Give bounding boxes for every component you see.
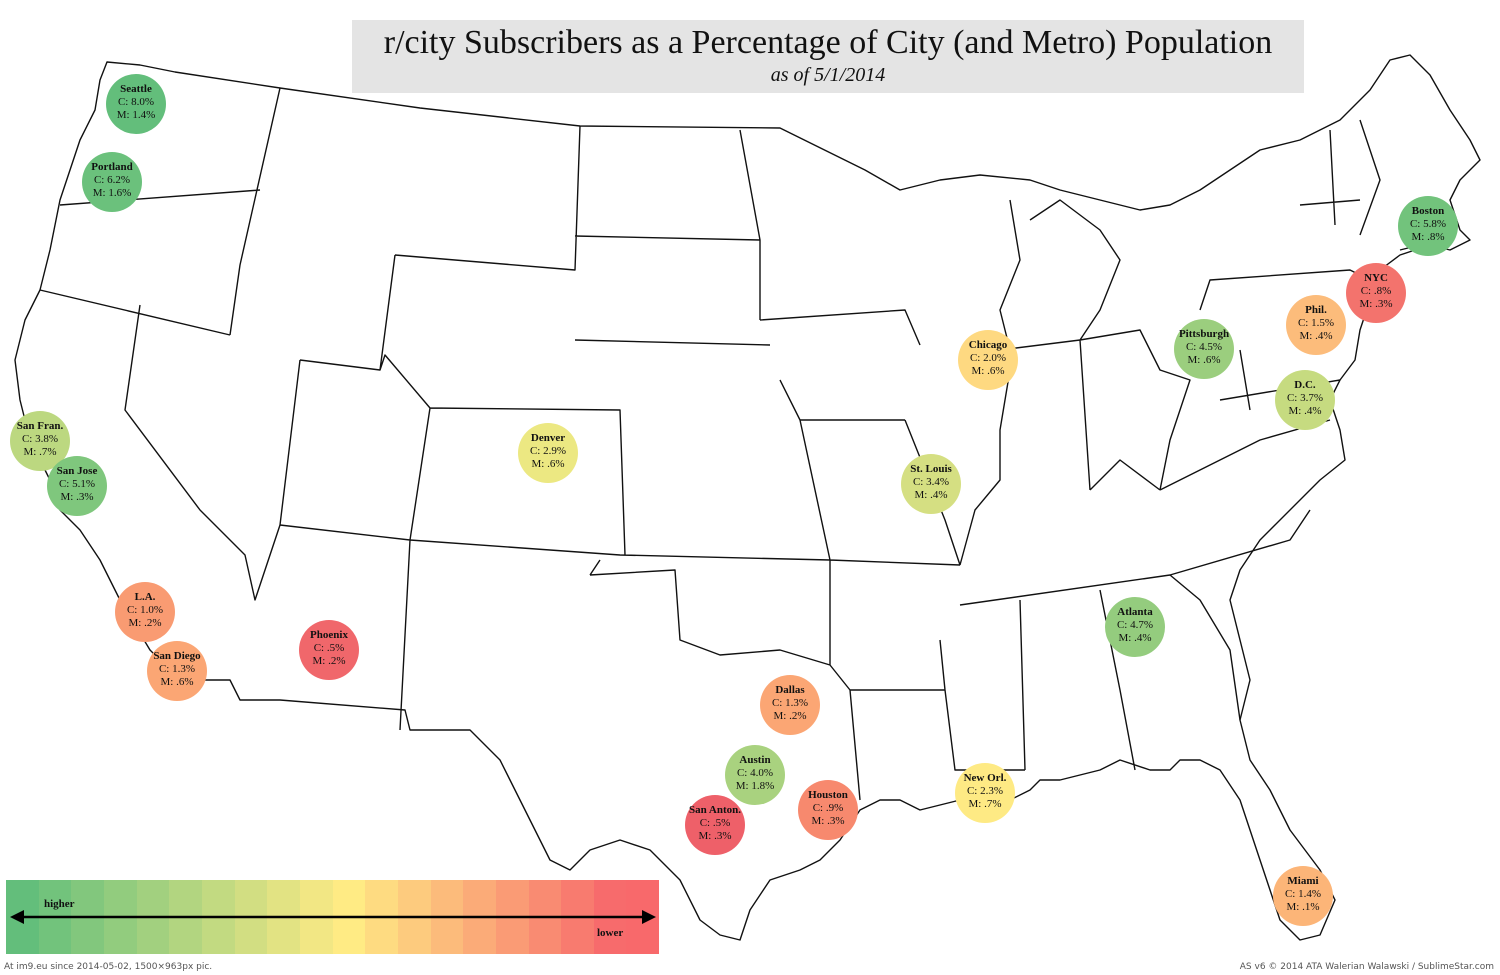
city-pct: C: 4.5% bbox=[1185, 341, 1223, 353]
metro-pct: M: .4% bbox=[914, 489, 948, 501]
city-name: Houston bbox=[808, 789, 848, 801]
city-name: Denver bbox=[530, 432, 566, 444]
city-marker-dallas: Dallas C: 1.3% M: .2% bbox=[760, 675, 820, 735]
metro-pct: M: 1.6% bbox=[92, 187, 132, 199]
city-pct: C: 3.7% bbox=[1286, 392, 1324, 404]
state-borders bbox=[39, 87, 1441, 801]
legend-higher-label: higher bbox=[44, 898, 75, 910]
map-title: r/city Subscribers as a Percentage of Ci… bbox=[383, 24, 1273, 61]
city-marker-phil: Phil. C: 1.5% M: .4% bbox=[1286, 295, 1346, 355]
city-marker-san-jose: San Jose C: 5.1% M: .3% bbox=[47, 456, 107, 516]
metro-pct: M: .4% bbox=[1299, 330, 1333, 342]
city-name: NYC bbox=[1364, 272, 1388, 284]
city-marker-nyc: NYC C: .8% M: .3% bbox=[1346, 263, 1406, 323]
city-pct: C: 2.3% bbox=[966, 785, 1004, 797]
city-marker-san-antonio: San Anton. C: .5% M: .3% bbox=[685, 795, 745, 855]
city-pct: C: 1.0% bbox=[126, 604, 164, 616]
city-name: San Jose bbox=[56, 465, 98, 477]
city-pct: C: 1.5% bbox=[1297, 317, 1335, 329]
city-marker-la: L.A. C: 1.0% M: .2% bbox=[115, 582, 175, 642]
metro-pct: M: .3% bbox=[1359, 298, 1393, 310]
city-name: Dallas bbox=[775, 684, 805, 696]
metro-pct: M: 1.4% bbox=[116, 109, 156, 121]
legend-arrow bbox=[10, 910, 656, 924]
city-marker-chicago: Chicago C: 2.0% M: .6% bbox=[958, 330, 1018, 390]
legend-lower-label: lower bbox=[597, 927, 624, 939]
city-name: Austin bbox=[739, 754, 771, 766]
city-marker-dc: D.C. C: 3.7% M: .4% bbox=[1275, 370, 1335, 430]
city-pct: C: 1.3% bbox=[771, 697, 809, 709]
city-name: Miami bbox=[1287, 875, 1319, 887]
city-pct: C: 3.8% bbox=[21, 433, 59, 445]
metro-pct: M: .8% bbox=[1411, 231, 1445, 243]
city-marker-san-fran: San Fran. C: 3.8% M: .7% bbox=[10, 411, 70, 471]
metro-pct: M: .3% bbox=[60, 491, 94, 503]
city-name: San Diego bbox=[153, 650, 201, 662]
city-pct: C: 1.4% bbox=[1284, 888, 1322, 900]
metro-pct: M: .3% bbox=[698, 830, 732, 842]
city-name: Portland bbox=[91, 161, 133, 173]
city-marker-atlanta: Atlanta C: 4.7% M: .4% bbox=[1105, 597, 1165, 657]
city-marker-st-louis: St. Louis C: 3.4% M: .4% bbox=[901, 454, 961, 514]
city-pct: C: .8% bbox=[1360, 285, 1392, 297]
metro-pct: M: .2% bbox=[773, 710, 807, 722]
metro-pct: M: 1.8% bbox=[735, 780, 775, 792]
city-name: Pittsburgh bbox=[1178, 328, 1230, 340]
city-pct: C: 5.8% bbox=[1409, 218, 1447, 230]
city-pct: C: 2.0% bbox=[969, 352, 1007, 364]
city-name: St. Louis bbox=[910, 463, 952, 475]
city-name: Boston bbox=[1411, 205, 1445, 217]
city-name: L.A. bbox=[134, 591, 156, 603]
metro-pct: M: .4% bbox=[1118, 632, 1152, 644]
city-pct: C: .5% bbox=[313, 642, 345, 654]
city-marker-miami: Miami C: 1.4% M: .1% bbox=[1273, 866, 1333, 926]
title-box: r/city Subscribers as a Percentage of Ci… bbox=[352, 20, 1304, 93]
city-marker-austin: Austin C: 4.0% M: 1.8% bbox=[725, 745, 785, 805]
footer-left: At im9.eu since 2014-05-02, 1500×963px p… bbox=[4, 962, 213, 972]
city-name: San Anton. bbox=[689, 804, 741, 816]
city-marker-denver: Denver C: 2.9% M: .6% bbox=[518, 423, 578, 483]
city-name: D.C. bbox=[1294, 379, 1316, 391]
metro-pct: M: .1% bbox=[1286, 901, 1320, 913]
metro-pct: M: .2% bbox=[312, 655, 346, 667]
us-outline bbox=[14, 54, 1481, 941]
city-pct: C: 5.1% bbox=[58, 478, 96, 490]
city-name: Phoenix bbox=[310, 629, 348, 641]
city-marker-boston: Boston C: 5.8% M: .8% bbox=[1398, 196, 1458, 256]
metro-pct: M: .2% bbox=[128, 617, 162, 629]
city-name: Phil. bbox=[1305, 304, 1327, 316]
metro-pct: M: .6% bbox=[971, 365, 1005, 377]
city-marker-new-orleans: New Orl. C: 2.3% M: .7% bbox=[955, 763, 1015, 823]
city-marker-san-diego: San Diego C: 1.3% M: .6% bbox=[147, 641, 207, 701]
city-name: Atlanta bbox=[1117, 606, 1153, 618]
city-name: Chicago bbox=[968, 339, 1008, 351]
city-marker-pittsburgh: Pittsburgh C: 4.5% M: .6% bbox=[1174, 319, 1234, 379]
city-pct: C: 6.2% bbox=[93, 174, 131, 186]
city-pct: C: 4.0% bbox=[736, 767, 774, 779]
map-subtitle: as of 5/1/2014 bbox=[770, 64, 886, 86]
city-pct: C: 4.7% bbox=[1116, 619, 1154, 631]
city-pct: C: .9% bbox=[812, 802, 844, 814]
footer-right: AS v6 © 2014 ATA Walerian Walawski / Sub… bbox=[1239, 962, 1494, 972]
metro-pct: M: .4% bbox=[1288, 405, 1322, 417]
city-marker-phoenix: Phoenix C: .5% M: .2% bbox=[299, 620, 359, 680]
city-marker-seattle: Seattle C: 8.0% M: 1.4% bbox=[106, 74, 166, 134]
city-marker-portland: Portland C: 6.2% M: 1.6% bbox=[82, 152, 142, 212]
metro-pct: M: .6% bbox=[1187, 354, 1221, 366]
metro-pct: M: .7% bbox=[968, 798, 1002, 810]
metro-pct: M: .6% bbox=[160, 676, 194, 688]
city-pct: C: 1.3% bbox=[158, 663, 196, 675]
city-pct: C: 8.0% bbox=[117, 96, 155, 108]
city-name: San Fran. bbox=[16, 420, 64, 432]
city-pct: C: .5% bbox=[699, 817, 731, 829]
city-marker-houston: Houston C: .9% M: .3% bbox=[798, 780, 858, 840]
metro-pct: M: .7% bbox=[23, 446, 57, 458]
city-pct: C: 3.4% bbox=[912, 476, 950, 488]
city-pct: C: 2.9% bbox=[529, 445, 567, 457]
city-name: Seattle bbox=[120, 83, 152, 95]
metro-pct: M: .6% bbox=[531, 458, 565, 470]
city-name: New Orl. bbox=[963, 772, 1007, 784]
metro-pct: M: .3% bbox=[811, 815, 845, 827]
